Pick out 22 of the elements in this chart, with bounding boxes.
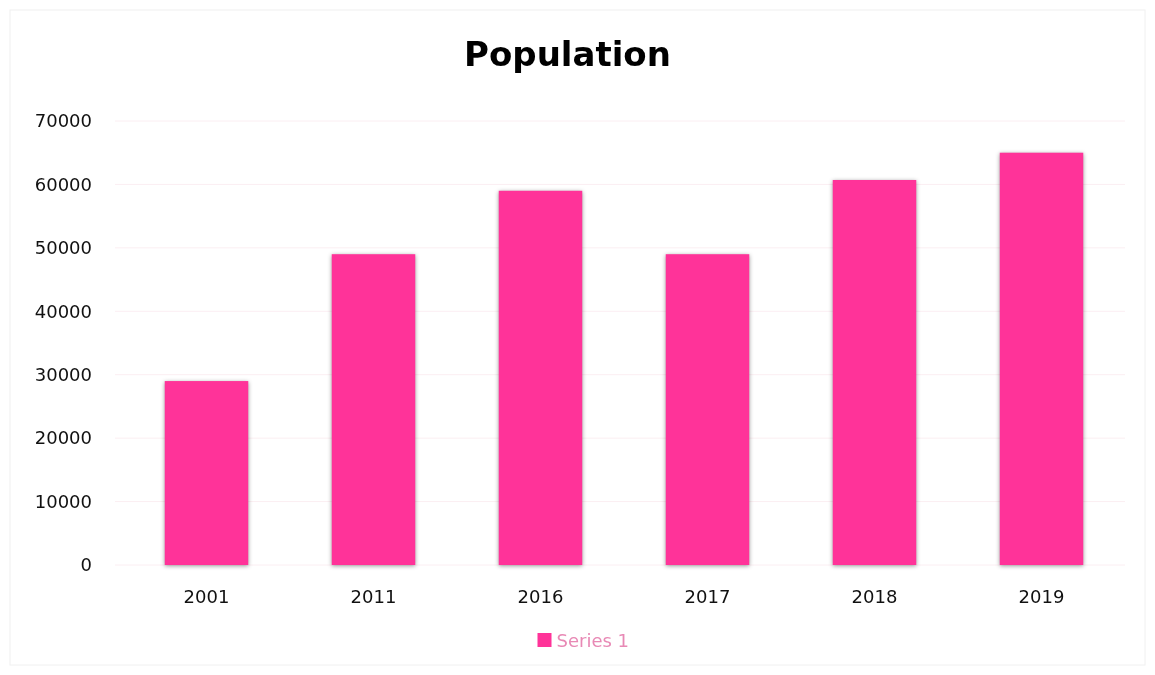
x-tick-label: 2017 bbox=[684, 586, 731, 607]
y-tick-label: 60000 bbox=[34, 173, 92, 195]
x-tick-label: 2011 bbox=[350, 586, 397, 607]
bar bbox=[498, 190, 583, 565]
y-tick-label: 30000 bbox=[34, 364, 92, 386]
y-tick-label: 10000 bbox=[34, 490, 92, 512]
x-tick-label: 2019 bbox=[1018, 586, 1065, 607]
y-tick-label: 70000 bbox=[34, 110, 92, 132]
y-tick-label: 40000 bbox=[34, 300, 92, 322]
y-tick-label: 50000 bbox=[34, 237, 92, 259]
bar bbox=[999, 152, 1084, 565]
bar bbox=[832, 179, 917, 565]
bar bbox=[331, 254, 416, 565]
bar bbox=[164, 381, 249, 565]
x-tick-label: 2016 bbox=[517, 586, 564, 607]
bar bbox=[665, 254, 750, 565]
y-tick-label: 20000 bbox=[34, 427, 92, 449]
x-tick-label: 2001 bbox=[183, 586, 230, 607]
legend-label: Series 1 bbox=[556, 630, 630, 652]
chart-title: Population bbox=[464, 34, 671, 74]
x-tick-label: 2018 bbox=[851, 586, 898, 607]
y-tick-label: 0 bbox=[80, 554, 92, 576]
